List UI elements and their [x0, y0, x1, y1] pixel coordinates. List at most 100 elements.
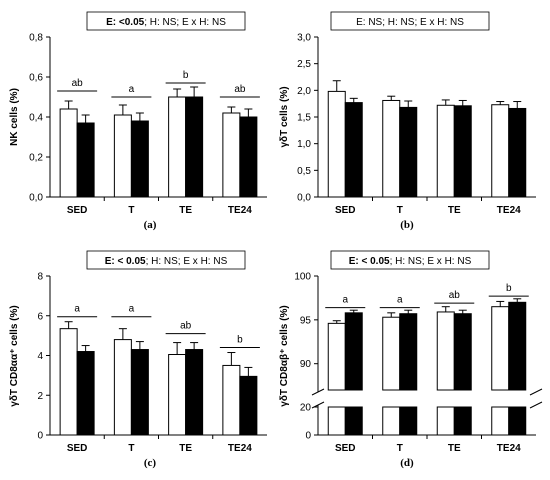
y-tick-label: 0,0	[297, 193, 311, 204]
stats-rest: E: NS; H: NS; E x H: NS	[356, 17, 464, 28]
stats-box: E: <0.05; H: NS; E x H: NS	[86, 11, 246, 31]
category-label-TE24: TE24	[228, 205, 252, 216]
category-label-TE: TE	[179, 205, 192, 216]
stats-text: E: < 0.05; H: NS; E x H: NS	[105, 256, 228, 267]
stats-box-frame	[86, 250, 246, 270]
category-label-T: T	[397, 443, 403, 454]
y-tick-label: 100	[294, 272, 311, 283]
bar-TE24-open	[222, 112, 241, 198]
y-tick-label: 2,5	[297, 59, 311, 70]
bar-TE-filled	[453, 313, 472, 391]
category-label-TE24: TE24	[228, 443, 252, 454]
bar-TE-filled-lower	[453, 406, 472, 436]
significance-letter-SED: a	[74, 304, 80, 315]
significance-letter-TE: ab	[180, 321, 192, 332]
stats-text: E: NS; H: NS; E x H: NS	[356, 17, 464, 28]
bar-T-filled	[130, 120, 149, 198]
stats-box: E: < 0.05; H: NS; E x H: NS	[86, 250, 246, 270]
category-label-SED: SED	[67, 205, 88, 216]
axis-break-mark	[529, 388, 543, 396]
bar-TE-open	[168, 96, 187, 198]
category-label-TE24: TE24	[497, 205, 521, 216]
bar-TE24-filled	[508, 301, 527, 391]
panel-label: (a)	[144, 219, 157, 231]
y-tick-label: 2,0	[297, 86, 311, 97]
bar-T-open	[382, 316, 401, 391]
bar-TE-filled	[453, 105, 472, 198]
panel-b: E: NS; H: NS; E x H: NS SED T TE TE24 0,0 0,5 1…	[279, 11, 536, 231]
significance-letter-T: a	[129, 84, 135, 95]
bar-TE24-open	[491, 104, 510, 198]
category-label-T: T	[128, 443, 134, 454]
significance-letter-T: a	[397, 295, 403, 306]
y-tick-label: 0,4	[29, 113, 43, 124]
y-axis-label: γδT cells (%)	[279, 86, 290, 147]
bar-SED-open-lower	[327, 406, 346, 436]
bar-TE24-open	[222, 364, 241, 436]
y-axis-label: NK cells (%)	[9, 88, 20, 146]
panel-c: E: < 0.05; H: NS; E x H: NS SED a Ta TE ab TE2…	[9, 250, 267, 469]
category-label-SED: SED	[335, 205, 356, 216]
y-tick-label: 0,0	[29, 193, 43, 204]
y-tick-label: 90	[300, 359, 312, 370]
bar-SED-open	[327, 90, 346, 198]
bar-T-filled-lower	[399, 406, 418, 436]
y-tick-label: 2	[37, 391, 43, 402]
bar-TE24-filled	[508, 107, 527, 198]
category-label-TE: TE	[179, 443, 192, 454]
y-tick-label: 1,0	[297, 139, 311, 150]
y-tick-label: 1,5	[297, 113, 311, 124]
bar-SED-open	[59, 328, 78, 436]
category-label-T: T	[397, 205, 403, 216]
stats-significant: E: < 0.05	[105, 256, 146, 267]
y-tick-label: 4	[37, 351, 43, 362]
bar-T-filled	[130, 349, 149, 436]
significance-letter-TE: b	[183, 70, 189, 81]
bar-T-open	[113, 114, 132, 198]
bar-SED-filled	[344, 312, 363, 391]
y-tick-label: 0	[37, 431, 43, 442]
category-label-TE: TE	[448, 443, 461, 454]
stats-rest: ; H: NS; E x H: NS	[390, 256, 472, 267]
panel-d: E: < 0.05; H: NS; E x H: NS SED a Ta TE ab TE2…	[279, 250, 543, 469]
axis-break-mark	[529, 401, 543, 409]
stats-text: E: <0.05; H: NS; E x H: NS	[106, 17, 226, 28]
bar-TE24-open	[491, 306, 510, 391]
stats-text: E: < 0.05; H: NS; E x H: NS	[349, 256, 472, 267]
bar-T-filled	[399, 106, 418, 198]
y-axis-label: γδT CD8αα⁺ cells (%)	[9, 305, 20, 406]
panel-a: E: <0.05; H: NS; E x H: NS SED ab Ta TE b TE24…	[9, 11, 267, 231]
panel-label: (c)	[144, 457, 157, 469]
bar-TE-open	[436, 311, 455, 391]
stats-rest: ; H: NS; E x H: NS	[144, 17, 226, 28]
category-label-TE24: TE24	[497, 443, 521, 454]
y-tick-label: 95	[300, 315, 312, 326]
bar-TE-open	[436, 104, 455, 198]
y-axis-label: γδT CD8αβ⁺ cells (%)	[279, 305, 290, 406]
bar-TE-filled	[185, 96, 204, 198]
y-tick-label: 0,6	[29, 73, 43, 84]
bar-TE24-filled	[239, 375, 258, 436]
axis-break-mark	[311, 388, 325, 396]
y-tick-label: 6	[37, 311, 43, 322]
significance-letter-TE: ab	[449, 290, 461, 301]
significance-letter-TE24: b	[506, 283, 512, 294]
stats-box: E: < 0.05; H: NS; E x H: NS	[330, 250, 490, 270]
bar-TE24-filled-lower	[508, 406, 527, 436]
stats-significant: E: <0.05	[106, 17, 145, 28]
stats-significant: E: < 0.05	[349, 256, 390, 267]
category-label-SED: SED	[67, 443, 88, 454]
panel-label: (d)	[400, 457, 414, 469]
significance-letter-TE24: b	[237, 335, 243, 346]
stats-box-frame	[330, 11, 490, 31]
bar-TE-open	[168, 354, 187, 436]
y-tick-label: 0,5	[297, 166, 311, 177]
bar-SED-filled	[76, 351, 95, 436]
y-tick-label: 20	[300, 403, 312, 414]
bar-TE24-filled	[239, 116, 258, 198]
significance-letter-T: a	[129, 304, 135, 315]
category-label-T: T	[128, 205, 134, 216]
y-tick-label: 0,8	[29, 33, 43, 44]
y-tick-label: 8	[37, 272, 43, 283]
